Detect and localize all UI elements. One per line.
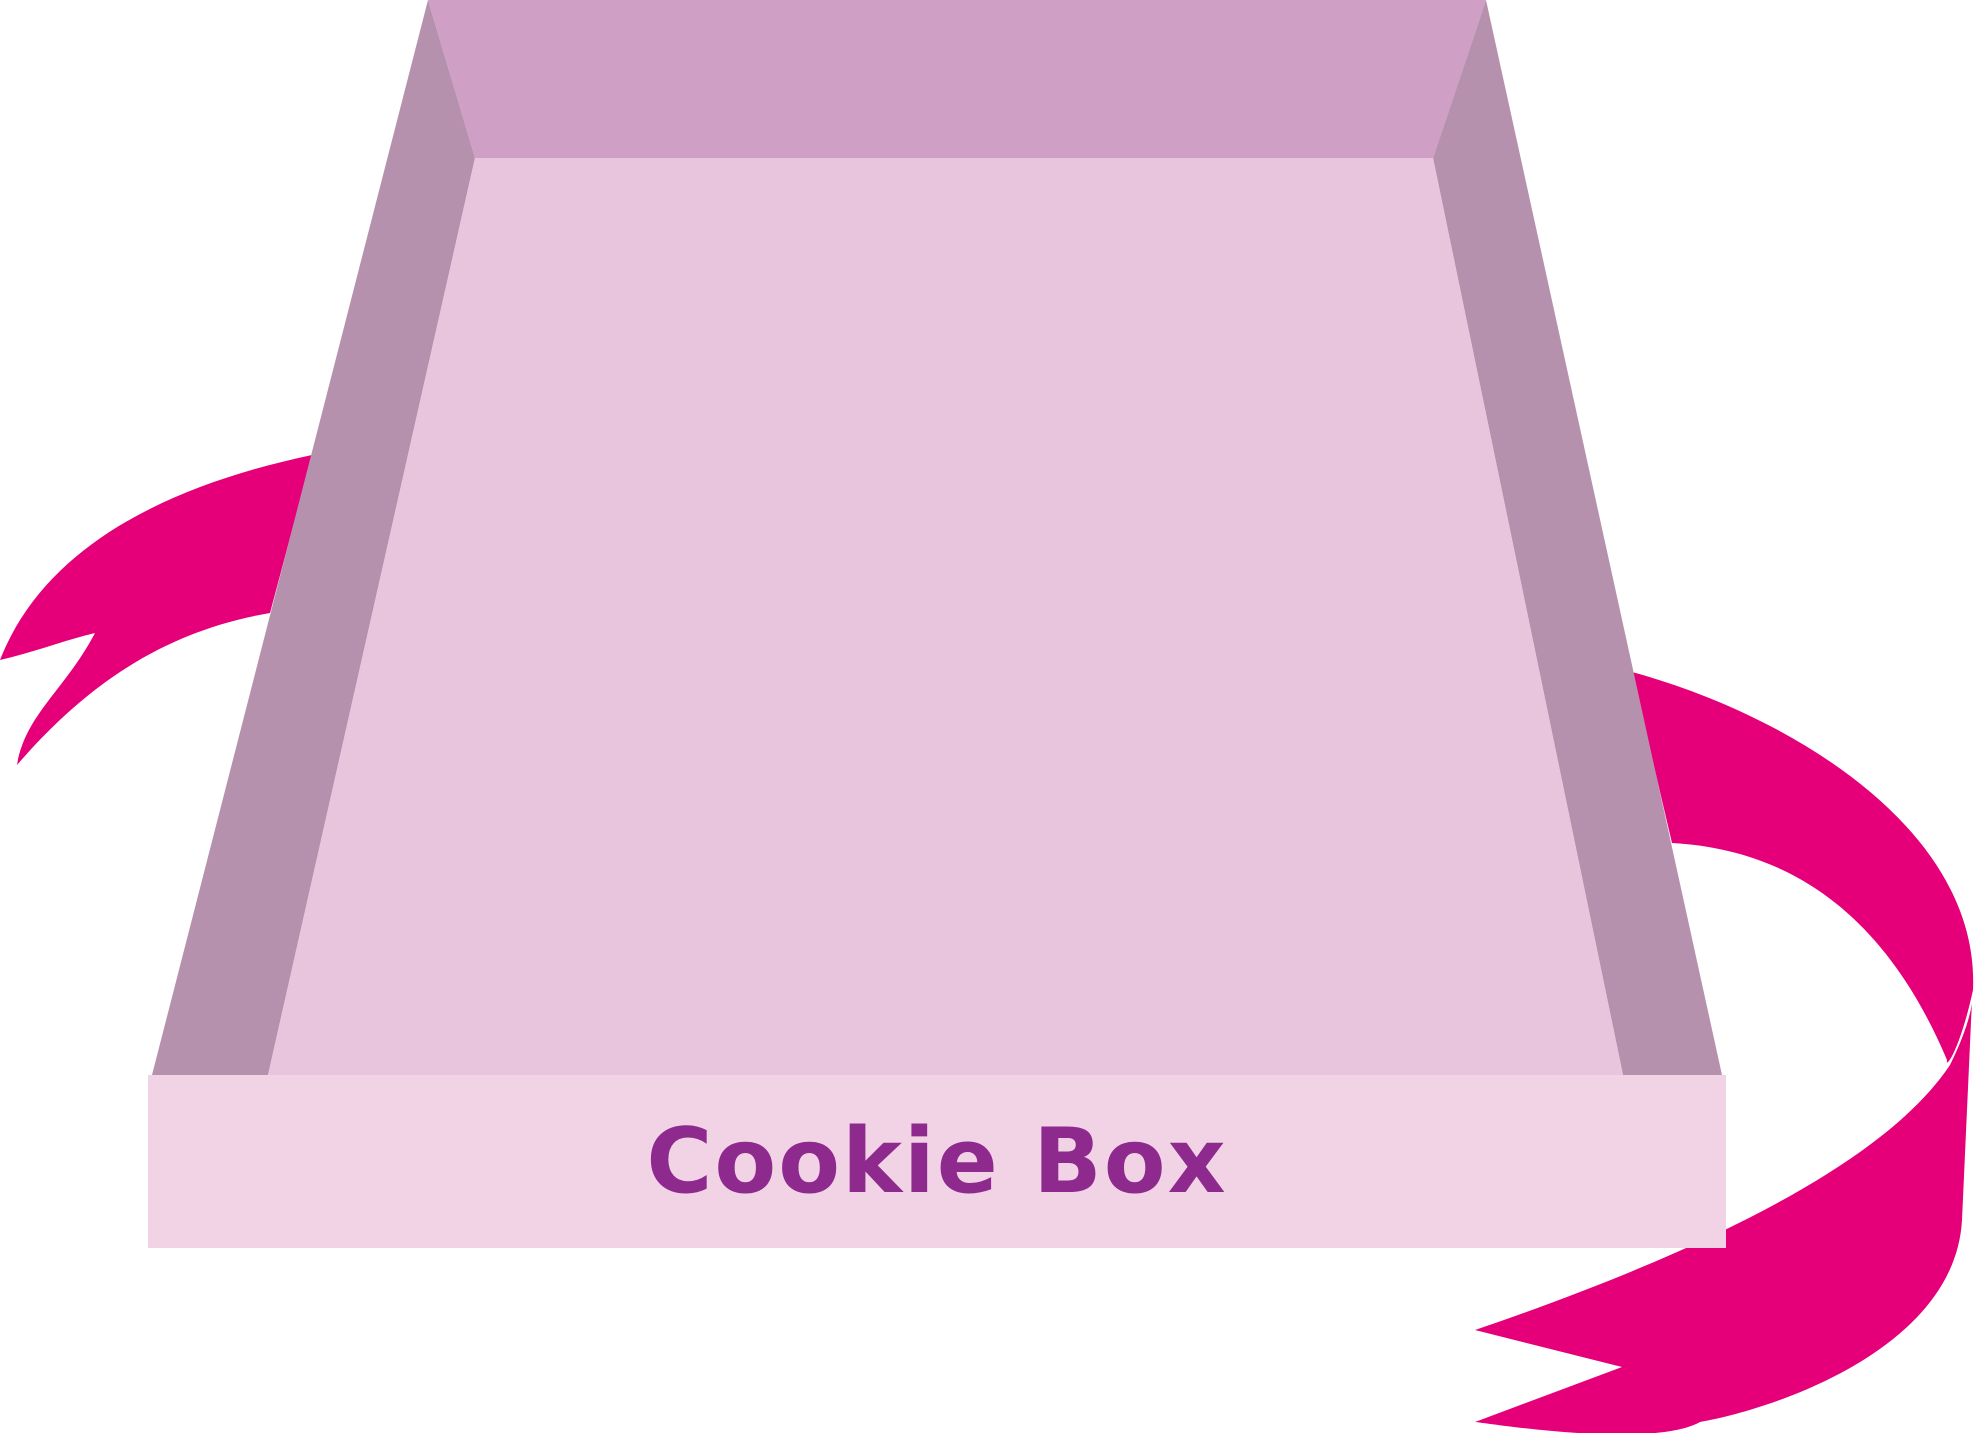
box-floor [268, 158, 1623, 1075]
ribbon-right-tail [1475, 1000, 1972, 1433]
ribbon-right-band [1632, 672, 1974, 1063]
ribbon-left-band [0, 455, 312, 765]
box-left-wall [152, 0, 475, 1075]
box-back-wall [428, 0, 1486, 158]
box-label: Cookie Box [646, 1109, 1228, 1214]
ribbon-right [1475, 672, 1974, 1433]
ribbon-left [0, 455, 312, 765]
open-box [148, 0, 1726, 1248]
box-front-panel [148, 1075, 1726, 1248]
box-right-wall [1433, 0, 1722, 1075]
